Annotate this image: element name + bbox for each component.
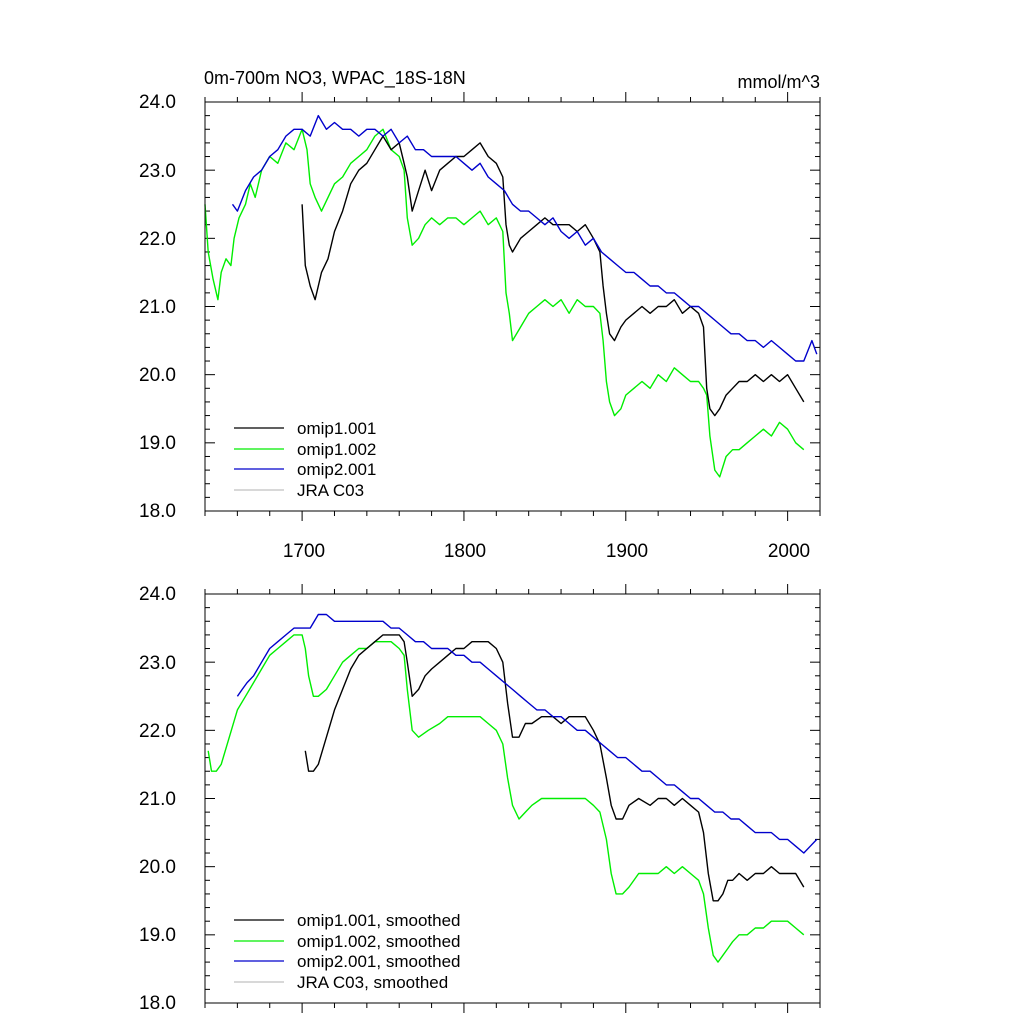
- legend-label: JRA C03: [297, 481, 364, 500]
- bottom-panel-series: [207, 613, 818, 963]
- series-line-omip2-001-smoothed: [236, 613, 818, 854]
- y-tick-label: 23.0: [139, 653, 176, 674]
- x-tick-label: 1900: [606, 541, 648, 562]
- y-tick-label: 18.0: [139, 993, 176, 1014]
- y-tick-label: 24.0: [139, 92, 176, 113]
- legend-label: omip2.001: [297, 460, 376, 479]
- y-tick-label: 19.0: [139, 433, 176, 454]
- series-line-omip1-002: [204, 128, 805, 478]
- y-tick-label: 21.0: [139, 789, 176, 810]
- y-tick-label: 21.0: [139, 297, 176, 318]
- y-tick-label: 19.0: [139, 925, 176, 946]
- y-tick-label: 18.0: [139, 501, 176, 522]
- legend-label: omip1.001: [297, 419, 376, 438]
- series-line-omip1-001-smoothed: [304, 634, 805, 902]
- series-line-omip1-001: [301, 135, 805, 417]
- top-panel-series: [204, 114, 818, 478]
- legend-label: omip1.002: [297, 440, 376, 459]
- top-legend: omip1.001 omip1.002 omip2.001 JRA C03: [234, 419, 376, 500]
- y-tick-label: 24.0: [139, 584, 176, 605]
- bottom-panel: 18.0 19.0 20.0 21.0 22.0 23.0 24.0 omip1…: [139, 584, 821, 1014]
- series-line-omip2-001: [231, 114, 818, 362]
- y-tick-label: 20.0: [139, 365, 176, 386]
- y-tick-label: 23.0: [139, 161, 176, 182]
- x-tick-label: 2000: [768, 541, 810, 562]
- chart-title: 0m-700m NO3, WPAC_18S-18N: [204, 68, 466, 89]
- x-tick-label: 1700: [283, 541, 325, 562]
- series-line-omip1-002-smoothed: [207, 634, 805, 963]
- legend-label: JRA C03, smoothed: [297, 973, 448, 992]
- top-panel-frame: [204, 101, 821, 512]
- y-tick-label: 22.0: [139, 721, 176, 742]
- bottom-panel-ticks: [204, 584, 821, 1013]
- legend-label: omip1.001, smoothed: [297, 911, 461, 930]
- top-panel: 0m-700m NO3, WPAC_18S-18N mmol/m^3 18.0 …: [139, 68, 821, 562]
- y-tick-label: 22.0: [139, 229, 176, 250]
- bottom-panel-frame: [204, 593, 821, 1004]
- legend-label: omip2.001, smoothed: [297, 952, 461, 971]
- x-tick-label: 1800: [444, 541, 486, 562]
- legend-label: omip1.002, smoothed: [297, 932, 461, 951]
- units-label: mmol/m^3: [738, 72, 820, 92]
- y-tick-label: 20.0: [139, 857, 176, 878]
- bottom-legend: omip1.001, smoothed omip1.002, smoothed …: [234, 911, 461, 992]
